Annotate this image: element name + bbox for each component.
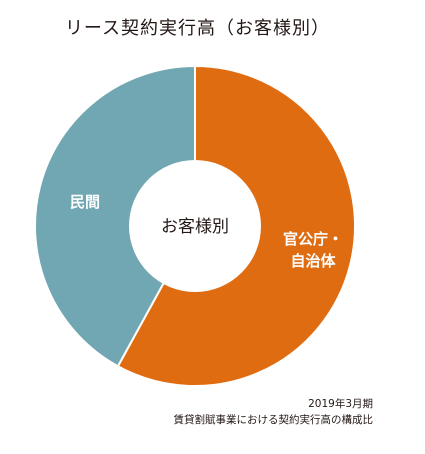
footnote-description: 賃貸割賦事業における契約実行高の構成比 — [173, 414, 374, 426]
chart-title: リース契約実行高（お客様別） — [64, 18, 331, 39]
donut-hole — [129, 160, 261, 292]
slice-label-line: 自治体 — [290, 252, 336, 270]
slice-label-0: 官公庁・自治体 — [283, 230, 343, 270]
slice-labels: 官公庁・自治体 民間 — [70, 193, 343, 270]
footnote-period: 2019年3月期 — [308, 398, 373, 410]
slice-label-line: 民間 — [70, 193, 100, 211]
slice-label-line: 官公庁・ — [283, 230, 343, 248]
center-label: お客様別 — [161, 217, 229, 237]
donut-slice-1 — [34, 64, 196, 368]
slice-label-1: 民間 — [70, 193, 100, 211]
